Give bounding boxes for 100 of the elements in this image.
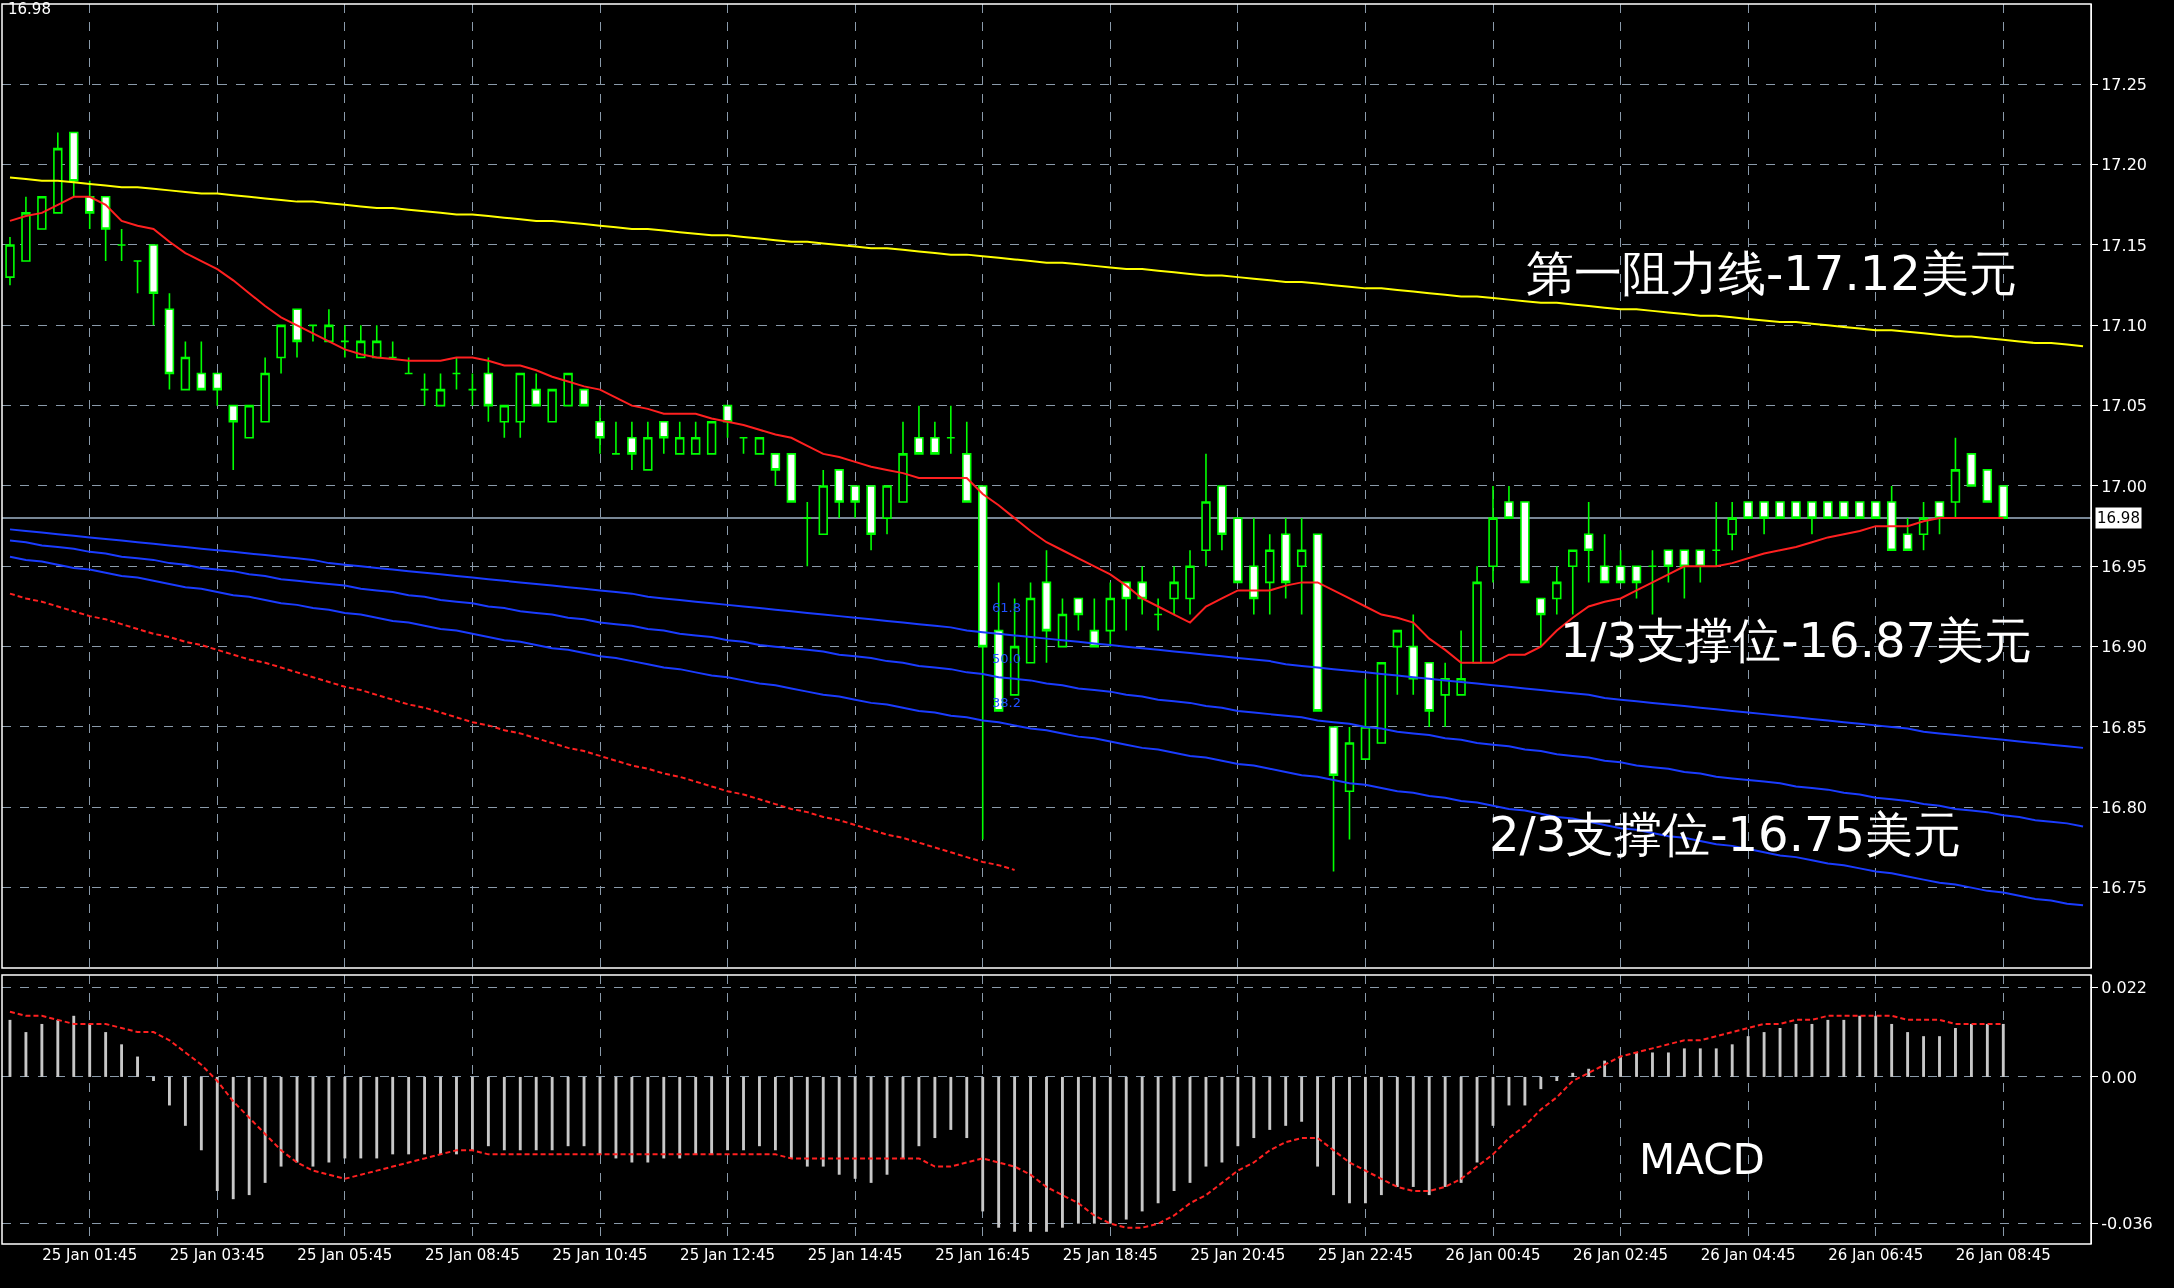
candlestick [866, 485, 876, 552]
bar [726, 1076, 729, 1151]
bar [56, 1019, 60, 1077]
bar [1316, 1076, 1320, 1167]
bar [1124, 1076, 1128, 1220]
candlestick [1360, 677, 1371, 760]
candlestick [340, 324, 350, 359]
bar [1682, 1048, 1686, 1077]
candlestick [770, 453, 781, 487]
candlestick [563, 372, 573, 407]
candlestick [1823, 501, 1833, 519]
candlestick [882, 485, 892, 535]
bar [359, 1076, 363, 1159]
candlestick [1568, 549, 1578, 616]
x-tick-label: 25 Jan 03:45 [169, 1246, 265, 1264]
y-tick-label: 16.95 [2101, 556, 2148, 576]
bar [566, 1076, 570, 1147]
y-tick-label: 16.90 [2101, 637, 2148, 657]
candlestick [1807, 501, 1817, 535]
bar [1730, 1044, 1734, 1077]
line-series [8, 528, 2085, 749]
candlestick [85, 179, 95, 230]
y-tick-label: -0.036 [2101, 1214, 2153, 1234]
candlestick [292, 308, 302, 359]
candlestick [403, 356, 414, 375]
candlestick [451, 356, 462, 391]
bar [423, 1076, 427, 1155]
bar [1635, 1052, 1638, 1077]
bar [486, 1076, 490, 1147]
candlestick [1073, 597, 1084, 632]
candlestick [643, 420, 653, 471]
bar [1571, 1072, 1575, 1077]
bar [327, 1076, 331, 1163]
candlestick [1185, 549, 1195, 616]
bar [1698, 1048, 1702, 1077]
x-tick-label: 25 Jan 20:45 [1190, 1246, 1286, 1264]
bar [518, 1076, 522, 1151]
candlestick [1280, 517, 1291, 600]
candlestick [1663, 549, 1674, 584]
bar [1938, 1036, 1941, 1077]
bar [1332, 1076, 1335, 1196]
candlestick [1775, 501, 1785, 519]
y-tick-label: 17.20 [2101, 155, 2148, 175]
candlestick [260, 356, 270, 423]
x-tick-label: 26 Jan 04:45 [1700, 1246, 1796, 1264]
candlestick [786, 453, 797, 503]
candlestick [1998, 485, 2008, 519]
x-tick-label: 26 Jan 06:45 [1828, 1246, 1924, 1264]
bar [1890, 1023, 1894, 1077]
bar [72, 1015, 76, 1077]
candlestick [1296, 517, 1307, 616]
candlestick [1966, 453, 1977, 487]
candlestick [69, 131, 79, 198]
bar [630, 1076, 634, 1163]
bar [1013, 1076, 1017, 1232]
annotation: 第一阻力线-17.12美元 [1526, 245, 2017, 301]
candlestick [1583, 501, 1594, 584]
candlestick [387, 340, 398, 359]
bar [40, 1023, 44, 1077]
bar [104, 1032, 108, 1077]
bar [949, 1076, 953, 1130]
candlestick [1201, 453, 1211, 568]
bar [837, 1076, 841, 1175]
bar [199, 1076, 203, 1151]
bar [1076, 1076, 1080, 1224]
candlestick [324, 308, 334, 343]
candlestick [1886, 485, 1897, 552]
candlestick [946, 404, 956, 455]
bar [917, 1076, 921, 1147]
candlestick [962, 420, 972, 503]
y-tick-label: 17.15 [2101, 235, 2148, 255]
candlestick [196, 340, 207, 391]
candlestick [116, 228, 127, 262]
candlestick [1759, 501, 1769, 535]
bar [1651, 1052, 1654, 1077]
candlestick [276, 324, 286, 375]
candlestick [435, 372, 446, 407]
bar [1252, 1076, 1256, 1139]
candlestick [1727, 501, 1737, 552]
candlestick [1743, 501, 1753, 519]
candlestick [1871, 501, 1881, 519]
bar [1364, 1076, 1367, 1204]
bar [1395, 1076, 1399, 1187]
candlestick [244, 404, 254, 439]
candlestick [515, 372, 525, 439]
bar [24, 1032, 28, 1077]
candlestick [1504, 485, 1514, 519]
candlestick [212, 372, 222, 407]
y-tick-label: 16.75 [2101, 878, 2148, 898]
line-series [8, 555, 2085, 907]
x-tick-label: 25 Jan 16:45 [935, 1246, 1031, 1264]
bar [1906, 1032, 1910, 1077]
candlestick [356, 324, 366, 359]
bar [263, 1076, 267, 1183]
bar [1284, 1076, 1288, 1126]
bar [1969, 1023, 1973, 1077]
bar [1268, 1076, 1272, 1130]
candlestick [1328, 726, 1339, 873]
bar [1858, 1015, 1862, 1077]
bar [168, 1076, 171, 1106]
